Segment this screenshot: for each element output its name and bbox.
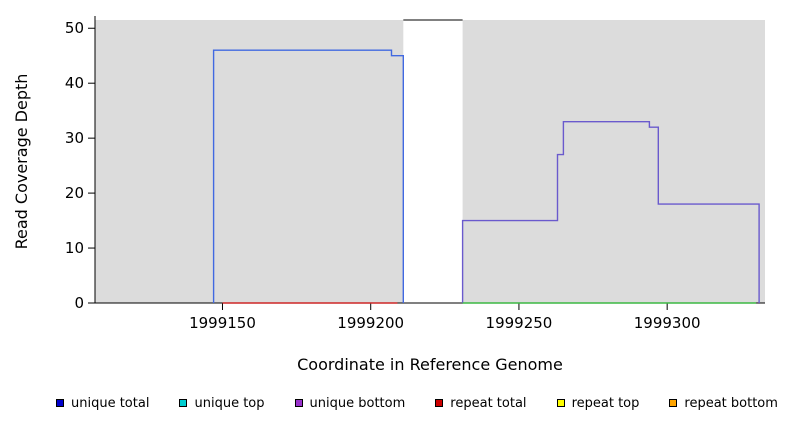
y-axis-title: Read Coverage Depth bbox=[12, 74, 31, 250]
legend-swatch-unique-top bbox=[179, 399, 188, 407]
legend-label: unique total bbox=[71, 395, 150, 411]
shaded-region-1 bbox=[462, 20, 765, 303]
legend-item-unique-top: unique top bbox=[179, 395, 265, 411]
series-unique-coverage-left-block bbox=[212, 49, 404, 303]
legend-item-unique-bottom: unique bottom bbox=[294, 395, 406, 411]
legend-label: unique top bbox=[194, 395, 265, 411]
legend-item-repeat-total: repeat total bbox=[435, 395, 527, 411]
y-tick-label: 50 bbox=[65, 19, 84, 37]
y-tick-label: 40 bbox=[65, 74, 84, 92]
legend-swatch-repeat-bottom bbox=[669, 399, 678, 407]
series-unique-bottom-coverage-right-block bbox=[461, 120, 760, 303]
legend-label: repeat bottom bbox=[684, 395, 778, 411]
legend-label: unique bottom bbox=[309, 395, 406, 411]
x-tick-label: 1999200 bbox=[337, 314, 404, 332]
shaded-region-0 bbox=[95, 20, 404, 303]
coverage-chart-svg: 1999150 1999200 1999250 1999300 0 10 20 30 40 50 C… bbox=[12, 16, 765, 374]
legend-label: repeat top bbox=[571, 395, 640, 411]
legend-swatch-repeat-top bbox=[556, 399, 565, 407]
legend-item-repeat-top: repeat top bbox=[556, 395, 640, 411]
x-tick-label: 1999300 bbox=[634, 314, 701, 332]
legend-label: repeat total bbox=[450, 395, 527, 411]
coverage-plot: 1999150 1999200 1999250 1999300 0 10 20 30 40 50 C… bbox=[12, 16, 765, 374]
chart-legend: unique total unique top unique bottom repea… bbox=[0, 386, 792, 420]
legend-swatch-unique-bottom bbox=[294, 399, 303, 407]
y-tick-label: 20 bbox=[65, 184, 84, 202]
x-tick-label: 1999150 bbox=[189, 314, 256, 332]
legend-item-repeat-bottom: repeat bottom bbox=[669, 397, 778, 410]
y-tick-label: 10 bbox=[65, 239, 84, 257]
x-tick-label: 1999250 bbox=[486, 314, 553, 332]
y-tick-label: 0 bbox=[74, 294, 84, 312]
legend-item-unique-total: unique total bbox=[56, 397, 149, 410]
y-tick-label: 30 bbox=[65, 129, 84, 147]
legend-swatch-unique-total bbox=[56, 399, 64, 407]
legend-swatch-repeat-total bbox=[435, 399, 444, 407]
x-axis-title: Coordinate in Reference Genome bbox=[297, 355, 563, 374]
